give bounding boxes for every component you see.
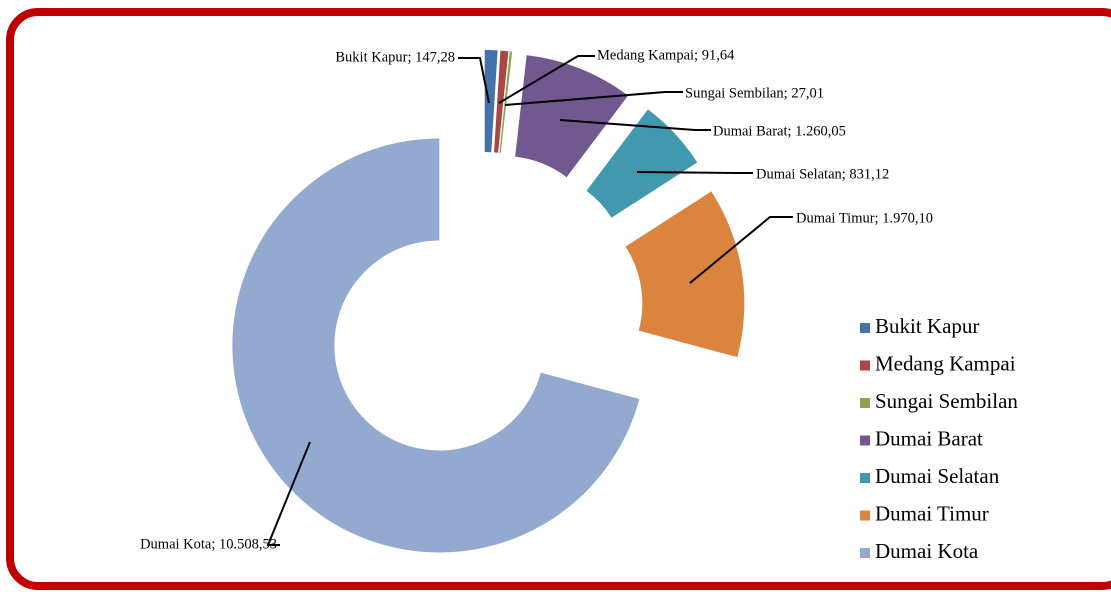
legend-swatch: [860, 323, 870, 333]
legend-label: Medang Kampai: [875, 351, 1016, 375]
data-label: Sungai Sembilan; 27,01: [685, 85, 824, 101]
legend-label: Dumai Barat: [875, 426, 983, 450]
legend-swatch: [860, 548, 870, 558]
leader-line: [504, 91, 683, 106]
legend-label: Sungai Sembilan: [875, 389, 1018, 413]
legend-swatch: [860, 435, 870, 446]
legend-label: Dumai Timur: [875, 501, 989, 525]
legend-swatch: [860, 360, 870, 371]
data-label: Medang Kampai; 91,64: [597, 47, 735, 63]
donut-slice: [484, 50, 498, 153]
data-label: Dumai Selatan; 831,12: [756, 166, 889, 182]
leader-line: [636, 171, 753, 174]
data-label: Dumai Barat; 1.260,05: [713, 123, 846, 139]
legend-label: Bukit Kapur: [875, 314, 979, 338]
data-label: Dumai Kota; 10.508,53: [140, 536, 277, 552]
leader-line: [498, 55, 595, 104]
legend-swatch: [860, 398, 870, 408]
data-label: Dumai Timur; 1.970,10: [796, 210, 933, 226]
leader-line: [458, 57, 490, 104]
donut-slice: [499, 51, 513, 153]
donut-slice: [586, 109, 698, 218]
donut-slice: [232, 138, 640, 553]
leader-line: [266, 441, 311, 546]
legend-swatch: [860, 473, 870, 483]
legend-label: Dumai Selatan: [875, 464, 1000, 488]
legend-swatch: [860, 510, 870, 521]
data-label: Bukit Kapur; 147,28: [335, 49, 455, 65]
legend-label: Dumai Kota: [875, 539, 979, 563]
leader-line: [689, 216, 793, 284]
donut-slice: [515, 55, 629, 178]
leader-line: [559, 119, 711, 131]
donut-slice: [625, 191, 745, 358]
